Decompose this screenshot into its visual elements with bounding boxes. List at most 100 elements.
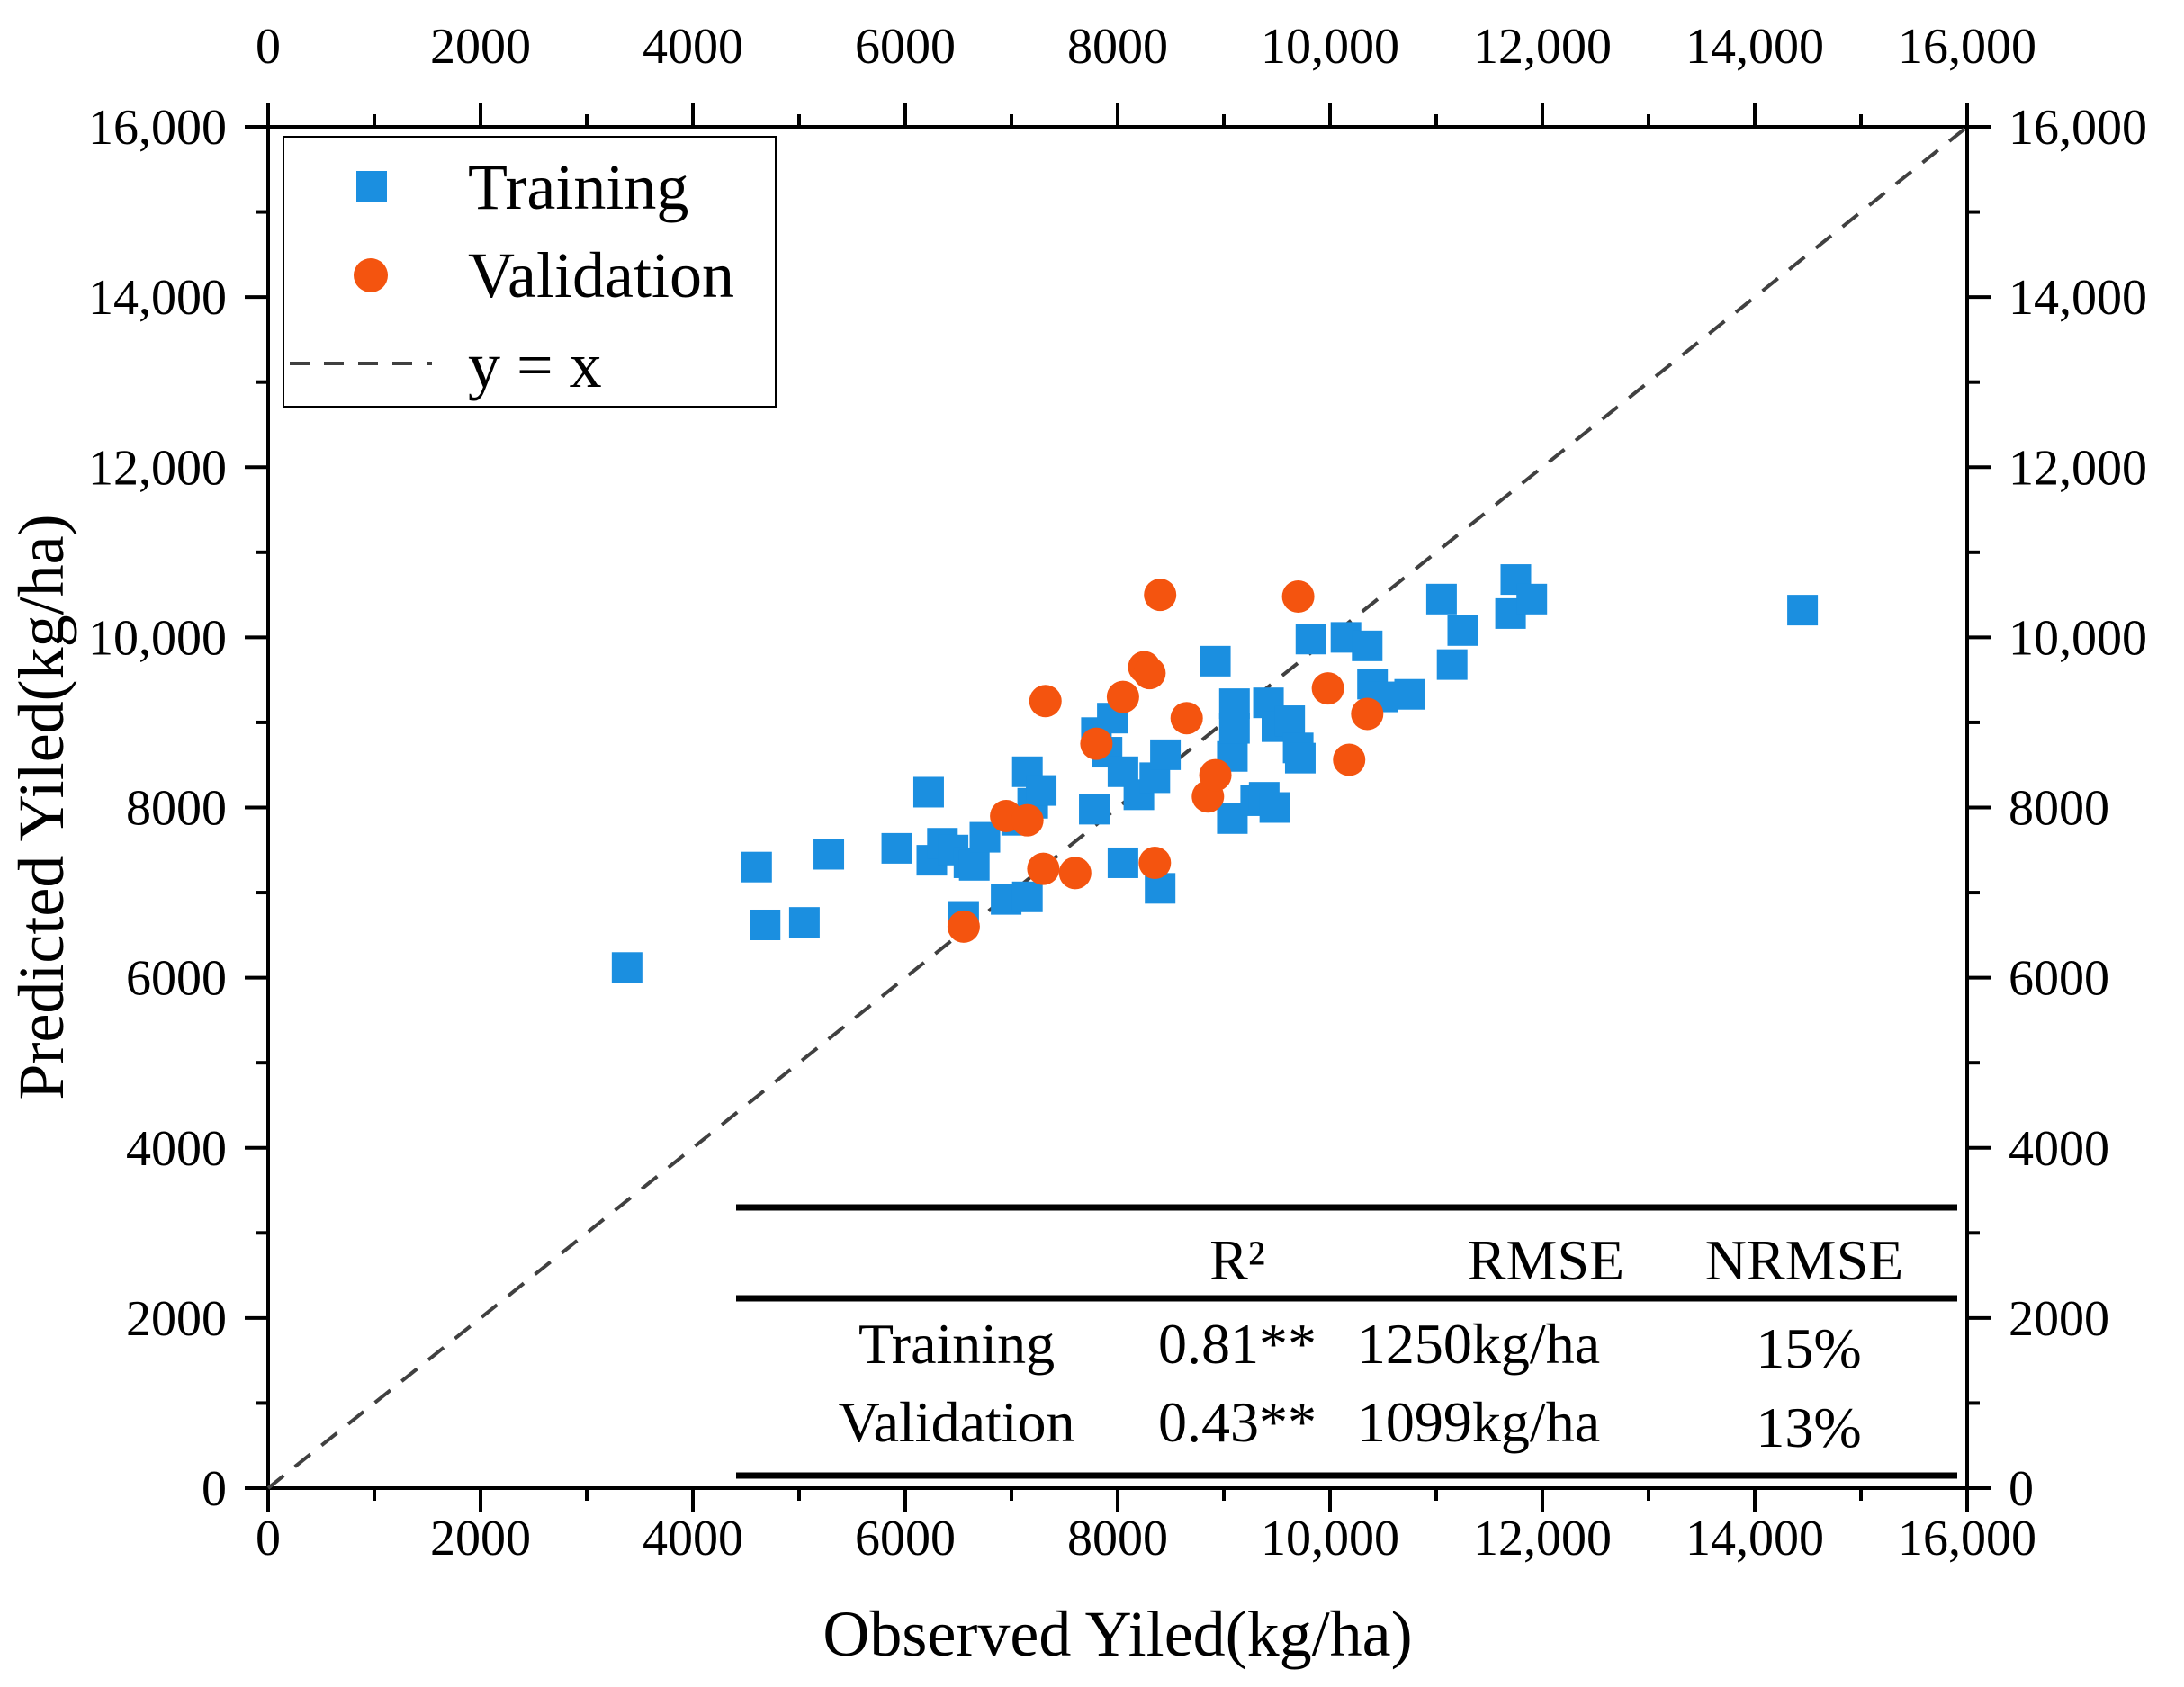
training-point [1425, 583, 1457, 615]
y-tick-label-left: 2000 [126, 1291, 227, 1347]
legend-validation-label: Validation [468, 239, 734, 311]
y-tick-label-left: 6000 [126, 951, 227, 1007]
y-tick-label-right: 6000 [2009, 951, 2109, 1007]
y-tick-label-right: 14,000 [2009, 270, 2147, 326]
training-point [1284, 742, 1316, 774]
stats-header-nrmse: NRMSE [1705, 1228, 1904, 1292]
legend-training-marker [356, 171, 387, 202]
validation-point [1029, 685, 1062, 718]
training-point [1787, 595, 1819, 626]
y-axis-title: Predicted Yiled(kg/ha) [5, 514, 77, 1099]
identity-line [266, 125, 1969, 1490]
validation-point [1351, 697, 1384, 731]
legend-validation-marker [354, 258, 388, 292]
training-point [881, 832, 912, 864]
y-tick-label-right: 12,000 [2009, 440, 2147, 496]
training-point [1352, 630, 1383, 661]
y-tick-label-left: 0 [202, 1461, 227, 1517]
y-tick-label-left: 14,000 [88, 270, 227, 326]
validation-point [1106, 680, 1139, 713]
axis-tick-labels: 002000200040004000600060008000800010,000… [88, 19, 2147, 1566]
x-tick-label-bottom: 16,000 [1898, 1511, 2036, 1566]
training-point [1447, 615, 1478, 646]
training-point [1011, 881, 1043, 912]
stats-row-validation-r2: 0.43** [1158, 1390, 1317, 1454]
training-point [1394, 678, 1425, 710]
x-tick-label-top: 6000 [855, 19, 956, 75]
validation-point [1027, 852, 1060, 885]
x-tick-label-bottom: 10,000 [1261, 1511, 1399, 1566]
y-tick-label-left: 8000 [126, 781, 227, 837]
x-tick-label-top: 12,000 [1473, 19, 1612, 75]
x-tick-label-top: 14,000 [1685, 19, 1824, 75]
axis-ticks [245, 103, 1991, 1512]
legend: Training Validation y = x [283, 136, 777, 408]
stats-row-training-rmse: 1250kg/ha [1357, 1312, 1600, 1376]
training-point [1295, 624, 1326, 655]
training-point [1436, 649, 1468, 680]
y-tick-label-right: 8000 [2009, 781, 2109, 837]
validation-point [1011, 803, 1044, 837]
legend-training-label: Training [468, 151, 688, 223]
training-point [611, 952, 643, 983]
stats-header-rmse: RMSE [1468, 1228, 1624, 1292]
training-point [741, 851, 772, 883]
training-point [1079, 794, 1110, 825]
x-tick-label-top: 4000 [643, 19, 743, 75]
validation-point [1080, 727, 1113, 760]
training-point [1150, 739, 1182, 770]
validation-point [1170, 702, 1203, 735]
y-tick-label-right: 10,000 [2009, 610, 2147, 666]
legend-identity-label: y = x [468, 329, 602, 401]
y-tick-label-left: 4000 [126, 1121, 227, 1177]
training-point [912, 776, 944, 808]
validation-point [1199, 758, 1232, 792]
training-point [750, 909, 781, 940]
y-tick-label-right: 4000 [2009, 1121, 2109, 1177]
validation-point [1281, 579, 1315, 613]
x-tick-label-bottom: 14,000 [1685, 1511, 1824, 1566]
training-point [1274, 705, 1306, 737]
stats-row-validation-rmse: 1099kg/ha [1357, 1390, 1600, 1454]
training-point [1200, 645, 1231, 677]
x-tick-label-bottom: 6000 [855, 1511, 956, 1566]
stats-row-training-nrmse: 15% [1756, 1316, 1861, 1380]
validation-point [1311, 672, 1344, 705]
training-point [788, 907, 820, 938]
validation-point [1144, 579, 1177, 612]
validation-point [1138, 846, 1172, 879]
training-point [958, 849, 990, 881]
validation-point [1333, 743, 1366, 776]
x-tick-label-top: 8000 [1067, 19, 1168, 75]
stats-table: R² RMSE NRMSE Training 0.81** 1250kg/ha … [736, 1204, 1957, 1479]
x-tick-label-bottom: 12,000 [1473, 1511, 1612, 1566]
stats-row-training-r2: 0.81** [1158, 1312, 1317, 1376]
x-tick-label-top: 10,000 [1261, 19, 1399, 75]
x-tick-label-top: 0 [256, 19, 281, 75]
x-tick-label-bottom: 4000 [643, 1511, 743, 1566]
y-tick-label-left: 12,000 [88, 440, 227, 496]
x-axis-title: Observed Yiled(kg/ha) [822, 1598, 1412, 1670]
x-tick-label-bottom: 8000 [1067, 1511, 1168, 1566]
training-point [813, 839, 845, 870]
y-tick-label-left: 16,000 [88, 100, 227, 156]
x-tick-label-top: 2000 [430, 19, 531, 75]
x-tick-label-bottom: 2000 [430, 1511, 531, 1566]
validation-series [947, 579, 1384, 943]
validation-point [1058, 857, 1092, 890]
training-point [1026, 775, 1057, 806]
y-tick-label-left: 10,000 [88, 610, 227, 666]
x-tick-label-top: 16,000 [1898, 19, 2036, 75]
training-point [1107, 847, 1138, 878]
stats-row-training-label: Training [858, 1312, 1055, 1376]
training-point [1218, 713, 1250, 744]
stats-row-validation-nrmse: 13% [1756, 1395, 1861, 1459]
validation-point [947, 910, 980, 943]
x-tick-label-bottom: 0 [256, 1511, 281, 1566]
stats-header-r2: R² [1209, 1228, 1265, 1292]
y-tick-label-right: 16,000 [2009, 100, 2147, 156]
training-point [1259, 792, 1290, 823]
y-tick-label-right: 2000 [2009, 1291, 2109, 1347]
stats-row-validation-label: Validation [838, 1390, 1074, 1454]
